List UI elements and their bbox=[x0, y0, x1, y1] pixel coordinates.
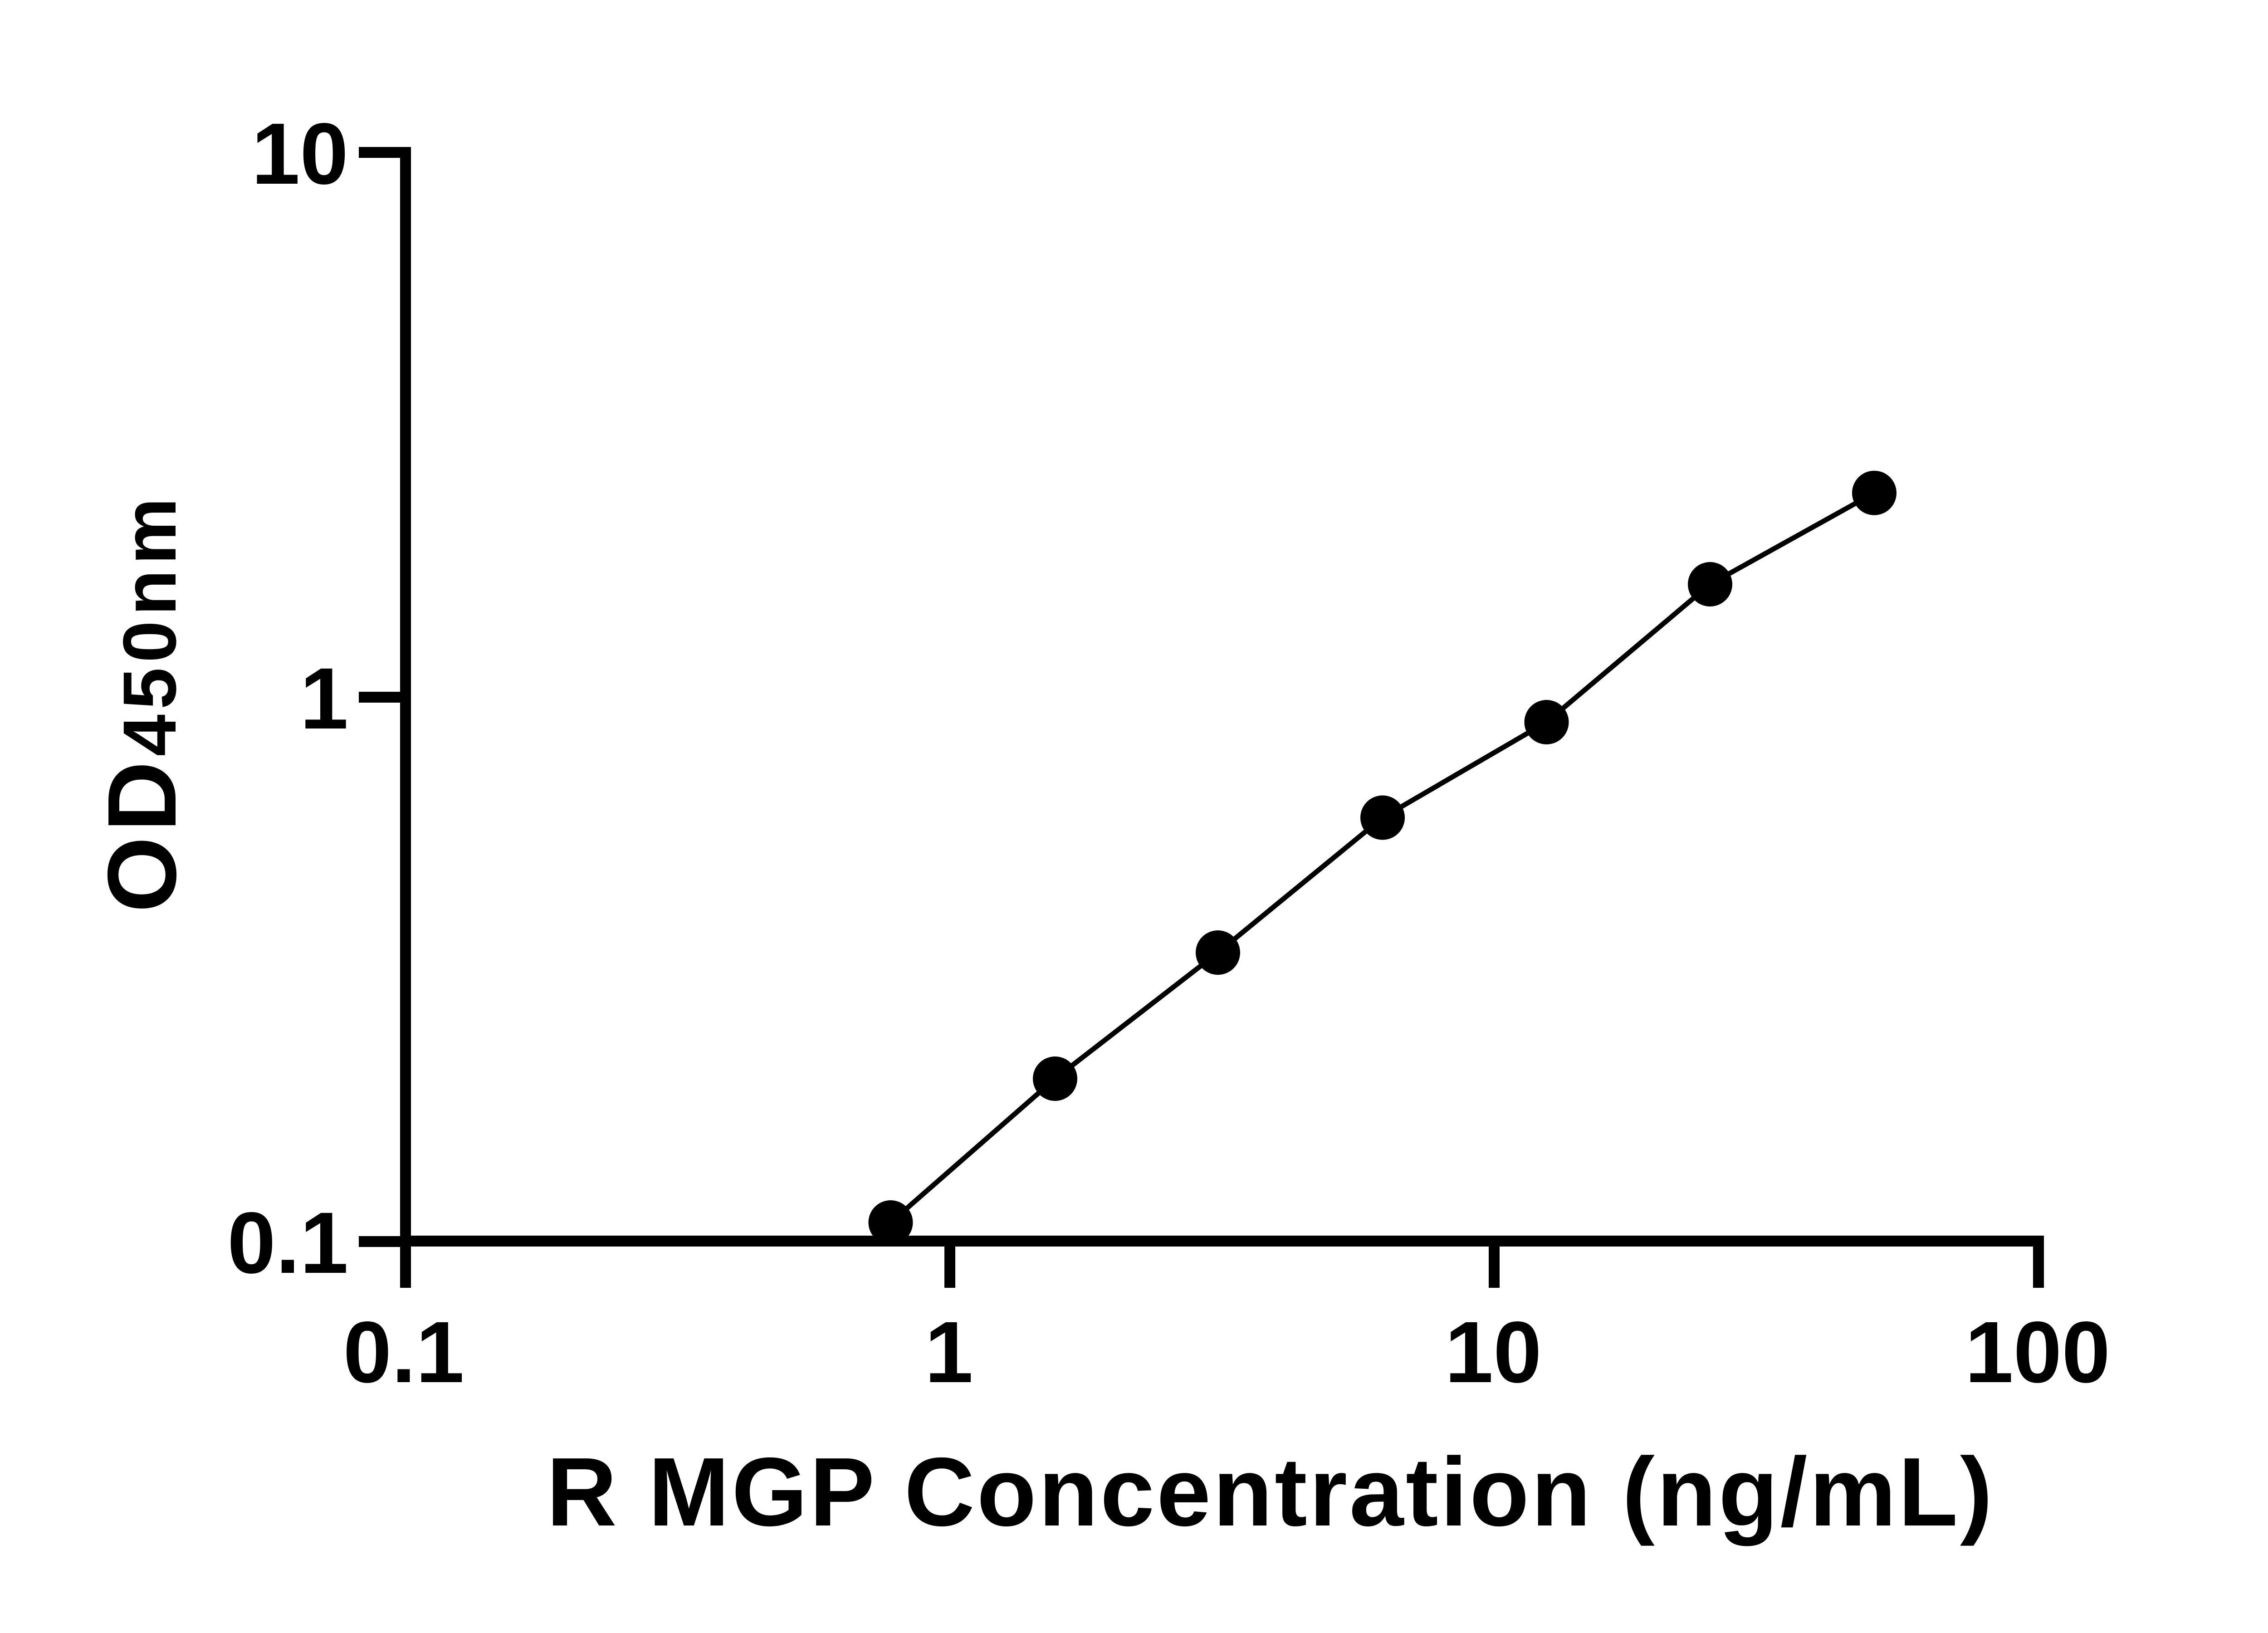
svg-text:0.1: 0.1 bbox=[227, 1194, 348, 1291]
svg-text:10: 10 bbox=[251, 105, 348, 202]
svg-text:1: 1 bbox=[925, 1303, 973, 1401]
svg-text:1: 1 bbox=[300, 650, 348, 747]
svg-text:OD450nm: OD450nm bbox=[87, 493, 196, 912]
svg-text:10: 10 bbox=[1445, 1303, 1542, 1401]
svg-text:100: 100 bbox=[1965, 1303, 2110, 1401]
svg-text:0.1: 0.1 bbox=[343, 1303, 464, 1401]
svg-text:R MGP Concentration (ng/mL): R MGP Concentration (ng/mL) bbox=[547, 1437, 1995, 1546]
